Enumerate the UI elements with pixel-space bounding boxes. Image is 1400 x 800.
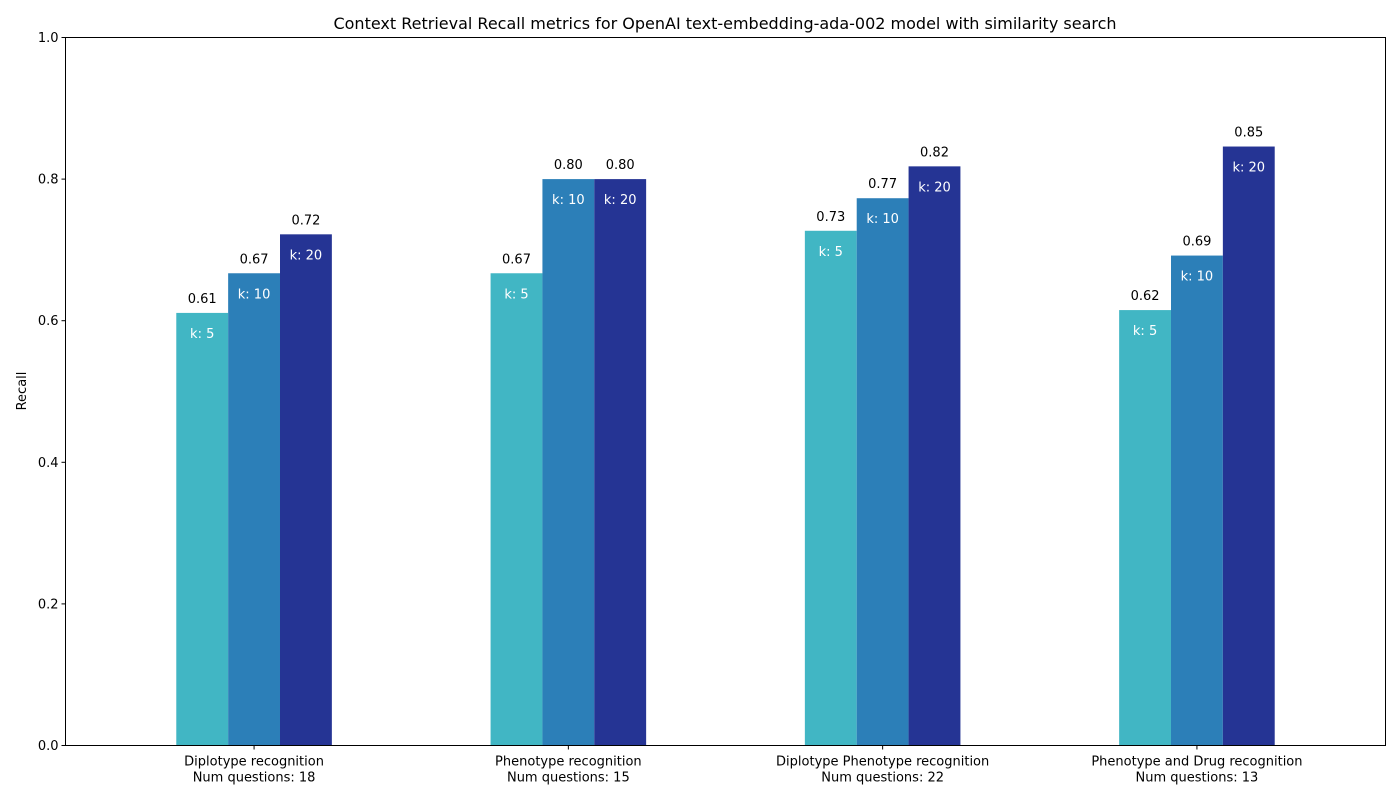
y-tick-label: 1.0 (38, 31, 59, 46)
bar-value-label: 0.73 (816, 210, 845, 225)
y-tick-label: 0.2 (38, 597, 59, 612)
bar-series-label: k: 10 (1181, 270, 1214, 285)
bar (804, 230, 857, 746)
bar-value-label: 0.72 (291, 213, 320, 228)
y-tick-label: 0.6 (38, 314, 59, 329)
bar (594, 179, 647, 746)
bar-series-label: k: 20 (604, 193, 637, 208)
bars-group (176, 146, 1275, 746)
bar-value-label: 0.85 (1234, 126, 1263, 141)
bar (1222, 146, 1275, 746)
bar (908, 166, 961, 746)
y-tick-label: 0.0 (38, 739, 59, 754)
y-ticks-group: 0.0 0.2 0.4 0.6 0.8 1.0 (38, 31, 66, 754)
y-tick-label: 0.4 (38, 456, 59, 471)
bar (542, 179, 595, 746)
bar-series-label: k: 10 (866, 212, 899, 227)
bar-value-label: 0.82 (920, 145, 949, 160)
bar-value-label: 0.80 (606, 158, 635, 173)
bar-series-label: k: 5 (190, 327, 214, 342)
bar-value-label: 0.61 (188, 292, 217, 307)
x-tick-sublabel: Num questions: 22 (821, 771, 944, 786)
bar-series-label: k: 20 (1232, 161, 1265, 176)
bar-value-label: 0.67 (240, 252, 269, 267)
bar (1171, 255, 1223, 746)
bar-series-label: k: 20 (918, 180, 951, 195)
y-tick-label: 0.8 (38, 173, 59, 188)
bar-series-label: k: 20 (290, 248, 323, 263)
bar (856, 198, 909, 746)
x-tick-sublabel: Num questions: 18 (193, 771, 316, 786)
labels-group: 0.61 k: 5 0.67 k: 10 0.72 k: 20 0.67 k: 5 0.80 k:… (188, 126, 1265, 342)
y-axis-label: Recall (15, 372, 30, 411)
plot-frame (65, 37, 1386, 746)
x-tick-label: Diplotype Phenotype recognition (776, 755, 989, 770)
bar-series-label: k: 5 (504, 287, 528, 302)
x-tick-label: Diplotype recognition (184, 755, 324, 770)
bar (1119, 310, 1171, 746)
x-tick-label: Phenotype recognition (495, 755, 642, 770)
bar-value-label: 0.67 (502, 252, 531, 267)
bar (228, 273, 280, 746)
x-tick-sublabel: Num questions: 15 (507, 771, 630, 786)
chart-title: Context Retrieval Recall metrics for Ope… (333, 14, 1116, 33)
bar-series-label: k: 5 (1133, 324, 1157, 339)
bar-value-label: 0.69 (1182, 235, 1211, 250)
bar (280, 234, 332, 746)
x-tick-sublabel: Num questions: 13 (1136, 771, 1259, 786)
bar-value-label: 0.80 (554, 158, 583, 173)
bar (490, 273, 543, 746)
bar-series-label: k: 5 (819, 245, 843, 260)
x-tick-label: Phenotype and Drug recognition (1091, 755, 1302, 770)
bar (176, 312, 229, 746)
bar-series-label: k: 10 (238, 287, 271, 302)
bar-value-label: 0.62 (1131, 289, 1160, 304)
bar-value-label: 0.77 (868, 177, 897, 192)
bar-series-label: k: 10 (552, 193, 585, 208)
